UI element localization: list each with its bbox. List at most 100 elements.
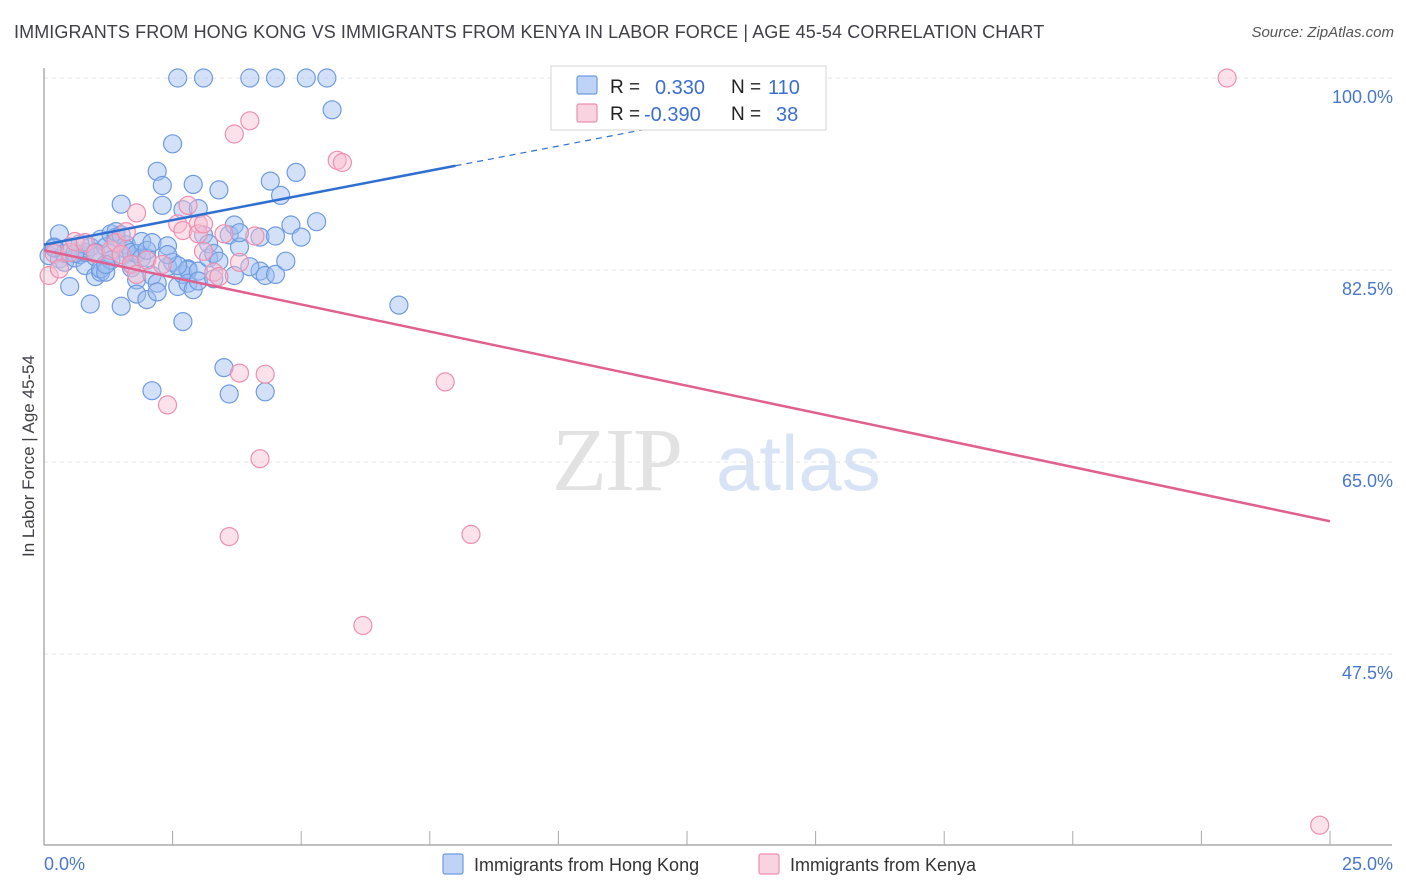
point-hongkong <box>127 284 147 304</box>
legend-r-value-hongkong: 0.330 <box>655 77 705 99</box>
point-kenya <box>332 152 352 173</box>
legend-r-value-kenya: -0.390 <box>644 104 701 126</box>
point-kenya <box>229 363 250 383</box>
legend-n-value-hongkong: 110 <box>768 77 800 99</box>
point-kenya <box>85 243 106 264</box>
point-kenya <box>214 224 234 244</box>
point-kenya <box>1310 815 1330 835</box>
legend-swatch-kenya <box>576 103 598 123</box>
point-kenya <box>157 395 178 415</box>
point-hongkong <box>147 161 167 181</box>
point-kenya <box>461 524 481 545</box>
point-kenya <box>178 195 198 215</box>
trend-line-kenya <box>43 249 1331 523</box>
point-hongkong <box>240 257 260 277</box>
y-tick-label: 100.0% <box>1332 87 1393 107</box>
x-tick-label: 25.0% <box>1342 854 1393 874</box>
point-kenya <box>250 449 270 469</box>
point-kenya <box>127 203 147 223</box>
point-hongkong <box>209 251 229 271</box>
y-axis-title: In Labor Force | Age 45-54 <box>19 355 38 557</box>
point-kenya <box>229 252 250 272</box>
point-hongkong <box>163 134 183 154</box>
chart-source: Source: ZipAtlas.com <box>1251 24 1394 41</box>
point-hongkong <box>265 226 286 246</box>
point-kenya <box>152 254 172 275</box>
point-hongkong <box>183 174 203 194</box>
point-kenya <box>137 250 157 270</box>
point-kenya <box>240 111 260 131</box>
point-kenya <box>435 372 455 392</box>
point-hongkong <box>276 251 296 271</box>
point-kenya <box>224 124 244 144</box>
point-hongkong <box>219 384 239 404</box>
point-hongkong <box>152 175 172 196</box>
chart-title: IMMIGRANTS FROM HONG KONG VS IMMIGRANTS … <box>14 22 1045 42</box>
series-legend: Immigrants from Hong Kong Immigrants fro… <box>442 853 977 875</box>
point-hongkong <box>229 237 250 257</box>
bottom-legend-swatch-hongkong <box>442 853 464 875</box>
point-hongkong <box>296 68 316 88</box>
legend-r-label-kenya: R = <box>610 104 640 125</box>
gridlines <box>44 77 1392 655</box>
point-kenya <box>116 222 136 242</box>
point-hongkong <box>229 223 250 243</box>
point-hongkong <box>142 381 162 401</box>
point-kenya <box>245 226 265 246</box>
point-hongkong <box>173 312 193 332</box>
point-kenya <box>193 241 214 261</box>
point-kenya <box>188 224 208 244</box>
point-hongkong <box>265 68 286 88</box>
point-kenya <box>39 265 59 286</box>
point-hongkong <box>193 68 214 88</box>
y-tick-labels: 100.0% 82.5% 65.0% 47.5% <box>1332 87 1393 683</box>
point-kenya <box>1217 68 1237 88</box>
watermark-atlas: atlas <box>716 419 881 507</box>
point-kenya <box>193 214 214 234</box>
point-hongkong <box>322 100 342 120</box>
point-hongkong <box>209 180 229 200</box>
legend-n-label-hongkong: N = <box>731 77 761 98</box>
point-kenya <box>49 259 70 279</box>
point-hongkong <box>291 227 311 247</box>
legend-n-value-kenya: 38 <box>776 104 798 126</box>
legend-swatch-hongkong <box>576 75 598 95</box>
legend-n-label-kenya: N = <box>731 104 761 125</box>
point-hongkong <box>80 294 100 314</box>
point-hongkong <box>265 264 286 284</box>
point-kenya <box>353 615 373 636</box>
trend-line-hongkong <box>43 164 456 246</box>
point-hongkong <box>255 265 275 286</box>
point-hongkong <box>152 195 172 215</box>
point-hongkong <box>111 194 131 214</box>
point-hongkong <box>240 68 260 88</box>
bottom-legend-swatch-kenya <box>758 853 780 875</box>
y-tick-label: 47.5% <box>1342 663 1393 683</box>
watermark-zip: ZIP <box>552 411 681 510</box>
point-kenya <box>255 364 275 384</box>
bottom-legend-label-hongkong: Immigrants from Hong Kong <box>474 855 699 875</box>
x-tick-label: 0.0% <box>44 854 85 874</box>
point-hongkong <box>147 282 167 302</box>
y-tick-label: 65.0% <box>1342 471 1393 491</box>
point-hongkong <box>142 233 162 253</box>
point-kenya <box>219 526 239 547</box>
point-hongkong <box>286 162 306 182</box>
point-hongkong <box>60 276 80 297</box>
trend-lines <box>43 125 1331 523</box>
bottom-legend-label-kenya: Immigrants from Kenya <box>790 855 977 875</box>
point-kenya <box>111 245 131 265</box>
x-tick-labels: 0.0% 25.0% <box>44 854 1393 874</box>
y-tick-label: 82.5% <box>1342 279 1393 299</box>
point-hongkong <box>307 212 327 232</box>
point-hongkong <box>255 382 275 402</box>
trend-line-hongkong-extension <box>455 125 662 167</box>
point-hongkong <box>137 290 157 310</box>
legend-r-label-hongkong: R = <box>610 77 640 98</box>
point-hongkong <box>260 171 280 191</box>
data-points <box>39 68 1330 835</box>
x-ticks <box>172 831 1331 845</box>
point-hongkong <box>389 295 409 315</box>
point-kenya <box>209 267 229 287</box>
